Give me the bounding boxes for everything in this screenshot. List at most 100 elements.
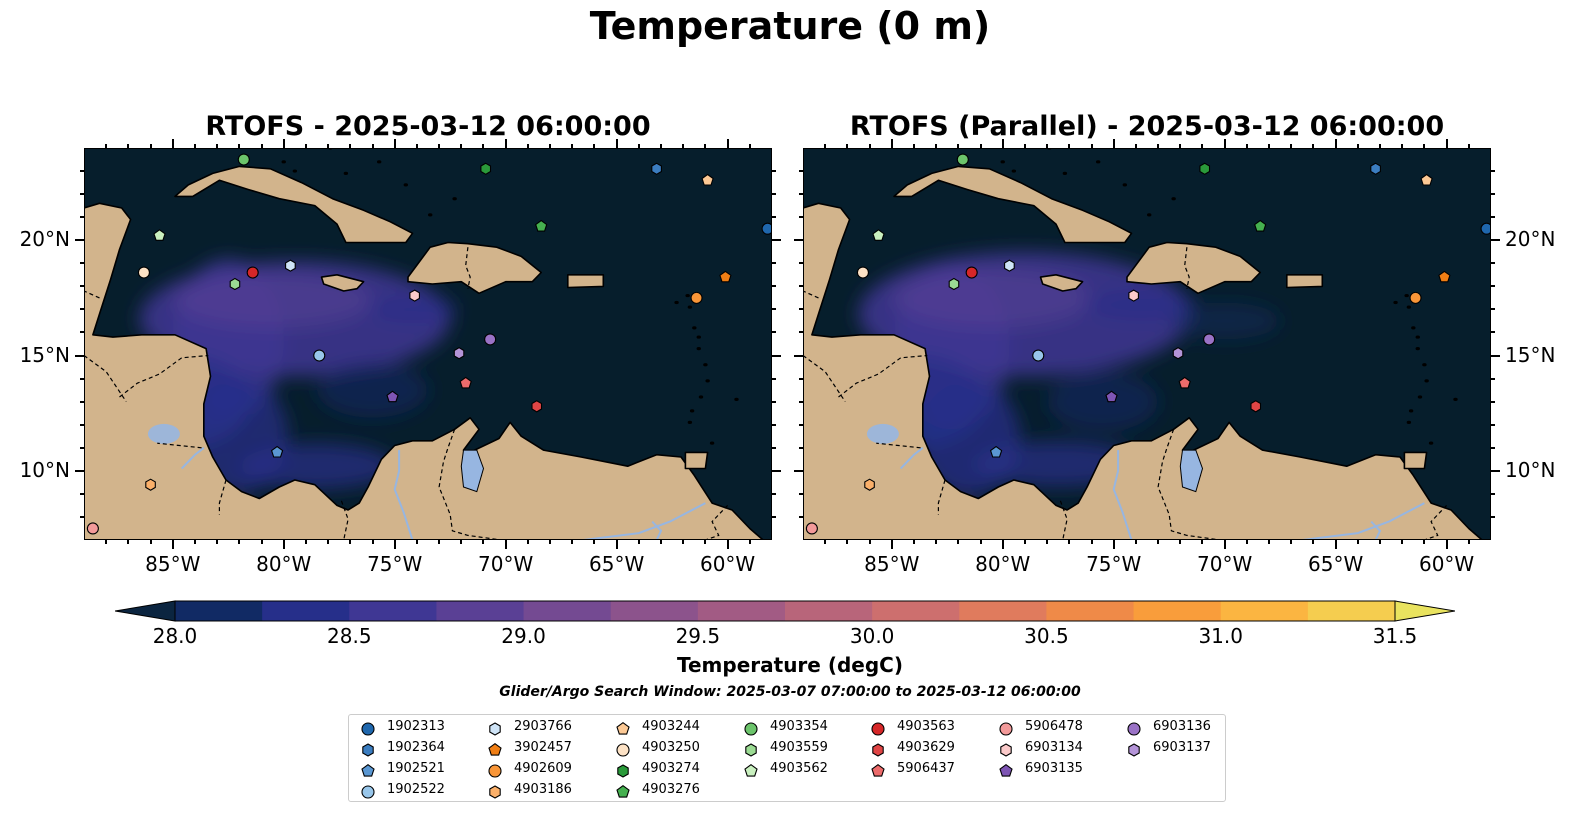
lon-tick-bottom bbox=[935, 540, 938, 544]
float-marker-6903136 bbox=[1203, 333, 1216, 346]
left-panel-title: RTOFS - 2025-03-12 06:00:00 bbox=[205, 111, 651, 142]
float-marker-4903186 bbox=[864, 478, 875, 491]
country-border bbox=[84, 290, 100, 299]
lon-tick-bottom bbox=[637, 540, 640, 544]
lon-tick-bottom bbox=[1401, 540, 1404, 544]
hexagon-marker-icon bbox=[745, 743, 757, 757]
lon-tick-top bbox=[571, 144, 574, 148]
trinidad-land bbox=[684, 451, 709, 470]
lon-tick-bottom bbox=[1379, 540, 1382, 544]
lat-tick-label-right: 10°N bbox=[1505, 457, 1556, 482]
float-legend: 1902313 1902364 1902521 1902522 2903766 39024… bbox=[348, 714, 1226, 802]
river bbox=[651, 520, 663, 540]
lake-maracaibo bbox=[1179, 449, 1204, 493]
lon-tick-bottom bbox=[304, 540, 307, 544]
lat-tick-right bbox=[772, 423, 776, 426]
lon-tick-top bbox=[1046, 144, 1049, 148]
lon-tick-top bbox=[1157, 144, 1160, 148]
lat-tick-label-right: 15°N bbox=[1505, 342, 1556, 367]
float-marker-4903354 bbox=[956, 153, 969, 166]
country-border bbox=[1424, 504, 1448, 540]
legend-label: 1902364 bbox=[387, 740, 445, 755]
country-border bbox=[803, 290, 819, 299]
lon-tick-top bbox=[460, 144, 463, 148]
lon-tick-bottom bbox=[105, 540, 108, 544]
lat-tick-label-left: 20°N bbox=[19, 227, 70, 252]
circle-marker-icon bbox=[744, 722, 758, 736]
legend-label: 1902521 bbox=[387, 761, 445, 776]
lon-tick-top bbox=[660, 144, 663, 148]
small-island bbox=[1428, 441, 1434, 445]
lon-tick-label: 75°W bbox=[1086, 552, 1142, 576]
lat-tick-left bbox=[799, 216, 803, 219]
lat-tick-right bbox=[1491, 331, 1495, 334]
small-island bbox=[696, 347, 701, 351]
colorbar-segment bbox=[175, 601, 263, 621]
lon-tick-top bbox=[482, 144, 485, 148]
colorbar-segment bbox=[1220, 601, 1309, 621]
lat-tick-left bbox=[75, 239, 84, 242]
lon-tick-top bbox=[438, 144, 441, 148]
lon-tick-bottom bbox=[460, 540, 463, 544]
country-border bbox=[838, 354, 928, 398]
float-marker-1902364 bbox=[1370, 162, 1381, 175]
lon-tick-bottom bbox=[615, 540, 618, 549]
lon-tick-top bbox=[415, 144, 418, 148]
lon-tick-bottom bbox=[371, 540, 374, 544]
lat-tick-right bbox=[772, 216, 776, 219]
lon-tick-bottom bbox=[526, 540, 529, 544]
lon-tick-bottom bbox=[1356, 540, 1359, 544]
small-island bbox=[685, 293, 690, 298]
float-marker-2903766 bbox=[1004, 259, 1015, 272]
lon-tick-label: 65°W bbox=[1308, 552, 1364, 576]
lon-tick-top bbox=[371, 144, 374, 148]
lat-tick-right bbox=[772, 377, 776, 380]
country-border bbox=[1157, 429, 1221, 540]
legend-label: 3902457 bbox=[514, 740, 572, 755]
lon-tick-top bbox=[304, 144, 307, 148]
lat-tick-right bbox=[772, 308, 776, 311]
lon-tick-bottom bbox=[327, 540, 330, 544]
lon-tick-top bbox=[1356, 144, 1359, 148]
jamaica-land bbox=[320, 274, 365, 292]
legend-label: 4903244 bbox=[642, 719, 700, 734]
lon-tick-top bbox=[912, 144, 915, 148]
lon-tick-top bbox=[216, 144, 219, 148]
lat-tick-left bbox=[799, 492, 803, 495]
float-marker-4903559 bbox=[948, 277, 960, 291]
float-marker-1902313 bbox=[1480, 222, 1491, 235]
legend-label: 6903135 bbox=[1025, 761, 1083, 776]
lat-tick-right bbox=[1491, 423, 1495, 426]
lon-tick-bottom bbox=[1201, 540, 1204, 544]
lon-tick-bottom bbox=[1423, 540, 1426, 544]
colorbar-segment bbox=[785, 601, 873, 621]
lon-tick-label: 65°W bbox=[589, 552, 645, 576]
lon-tick-bottom bbox=[957, 540, 960, 544]
lon-tick-bottom bbox=[1334, 540, 1337, 549]
float-marker-3902457 bbox=[719, 270, 732, 283]
lat-tick-right bbox=[772, 354, 781, 357]
float-marker-6903134 bbox=[409, 289, 420, 302]
colorbar-segment bbox=[436, 601, 525, 621]
lake-maracaibo bbox=[460, 449, 485, 493]
small-island bbox=[1411, 326, 1416, 330]
legend-marker bbox=[489, 722, 501, 736]
colorbar-tick-label: 30.0 bbox=[849, 624, 895, 648]
small-island bbox=[343, 171, 349, 175]
colorbar bbox=[114, 600, 1456, 622]
lon-tick-top bbox=[1179, 144, 1182, 148]
circle-marker-icon bbox=[1127, 722, 1141, 736]
colorbar-segment bbox=[523, 601, 612, 621]
lon-tick-bottom bbox=[260, 540, 263, 544]
lon-tick-bottom bbox=[824, 540, 827, 544]
hexagon-marker-icon bbox=[362, 743, 374, 757]
legend-marker bbox=[871, 722, 885, 736]
lat-tick-right bbox=[1491, 170, 1495, 173]
lon-tick-top bbox=[171, 139, 174, 148]
river bbox=[1370, 520, 1382, 540]
legend-label: 4903250 bbox=[642, 740, 700, 755]
lat-tick-left bbox=[799, 193, 803, 196]
small-island bbox=[734, 397, 739, 401]
lat-tick-left bbox=[80, 446, 84, 449]
lat-tick-right bbox=[1491, 492, 1495, 495]
